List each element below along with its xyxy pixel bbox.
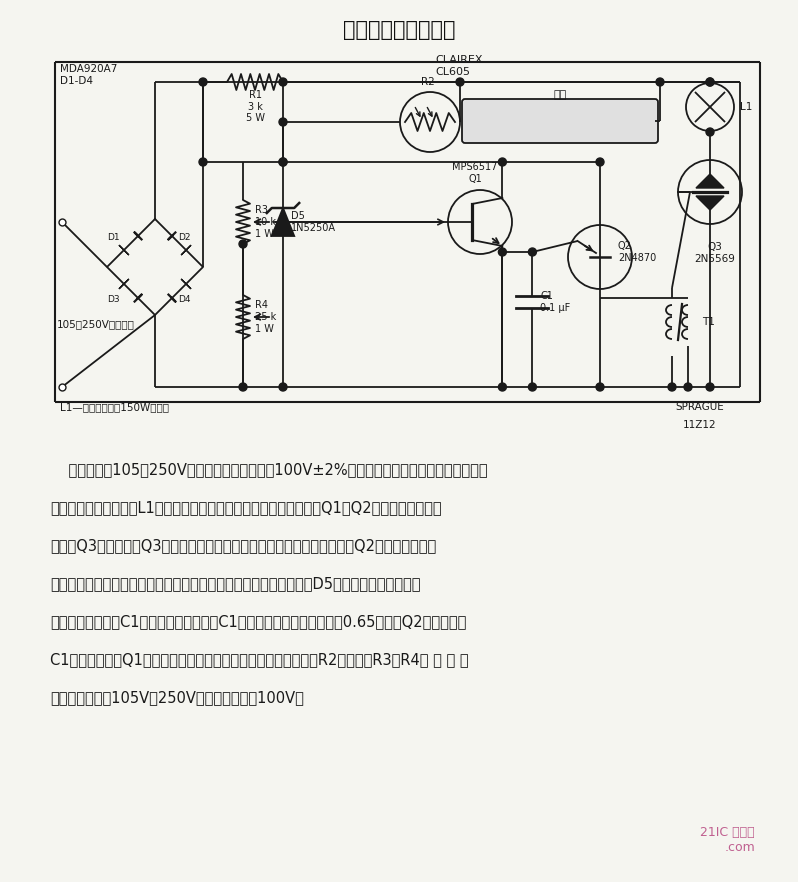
Circle shape (279, 118, 287, 126)
Text: 105～250V交流电源: 105～250V交流电源 (57, 319, 135, 330)
Circle shape (684, 383, 692, 391)
Polygon shape (119, 279, 129, 289)
Circle shape (239, 383, 247, 391)
Text: MDA920A7
D1-D4: MDA920A7 D1-D4 (60, 64, 117, 86)
Text: D1: D1 (107, 234, 120, 243)
Text: R3
10 k
1 W: R3 10 k 1 W (255, 206, 276, 239)
Circle shape (199, 78, 207, 86)
Polygon shape (696, 174, 724, 188)
Text: T1: T1 (702, 317, 715, 327)
Circle shape (596, 383, 604, 391)
Circle shape (596, 158, 604, 166)
Circle shape (528, 248, 536, 256)
Circle shape (668, 383, 676, 391)
Circle shape (456, 78, 464, 86)
Text: 的方法是，间接检测灯L1的光输出，并将该反馈信号加到触发电路（Q1和Q2）上，以控制双向: 的方法是，间接检测灯L1的光输出，并将该反馈信号加到触发电路（Q1和Q2）上，以… (50, 500, 441, 515)
Text: R1
3 k
5 W: R1 3 k 5 W (246, 90, 264, 123)
Text: 11Z12: 11Z12 (683, 420, 717, 430)
Circle shape (279, 78, 287, 86)
Text: 过全波桥式整流器与电网同步。加到触发电路上的电压由稳压二极管D5加以限定，供给电压的: 过全波桥式整流器与电网同步。加到触发电路上的电压由稳压二极管D5加以限定，供给电… (50, 576, 421, 591)
Polygon shape (696, 196, 724, 210)
Text: 灯电压，分别将105V和250V的线电压设定为100V。: 灯电压，分别将105V和250V的线电压设定为100V。 (50, 690, 304, 705)
Text: R2: R2 (421, 77, 435, 87)
Circle shape (706, 383, 714, 391)
Circle shape (499, 158, 507, 166)
Text: SPRAGUE: SPRAGUE (676, 402, 725, 412)
Circle shape (499, 248, 507, 256)
Text: 21IC 电子网
.com: 21IC 电子网 .com (701, 826, 755, 854)
Circle shape (656, 78, 664, 86)
Text: R4
25 k
1 W: R4 25 k 1 W (255, 301, 276, 333)
Polygon shape (181, 245, 191, 255)
Text: D2: D2 (178, 234, 190, 243)
Circle shape (528, 383, 536, 391)
Circle shape (706, 78, 714, 86)
Text: D5
1N5250A: D5 1N5250A (291, 211, 336, 233)
Circle shape (279, 158, 287, 166)
Circle shape (499, 383, 507, 391)
Text: C1的充电速率由Q1的导通状况设定，此导通情况受控于光电元件R2。电位器R3和R4用 于 调 节: C1的充电速率由Q1的导通状况设定，此导通情况受控于光电元件R2。电位器R3和R… (50, 652, 468, 667)
Polygon shape (181, 279, 191, 289)
Circle shape (239, 240, 247, 248)
Circle shape (706, 78, 714, 86)
FancyBboxPatch shape (462, 99, 658, 143)
Circle shape (706, 128, 714, 136)
Circle shape (279, 158, 287, 166)
Text: 可控硅Q3的导通角。Q3提供灯电压，它的导通角由触发电路的单结晶体管Q2设定，该电路通: 可控硅Q3的导通角。Q3提供灯电压，它的导通角由触发电路的单结晶体管Q2设定，该… (50, 538, 437, 553)
Circle shape (199, 158, 207, 166)
Polygon shape (119, 245, 129, 255)
Text: 投射灯用电压调节器: 投射灯用电压调节器 (343, 20, 455, 40)
Text: MPS6517
Q1: MPS6517 Q1 (452, 162, 498, 184)
Text: D3: D3 (107, 295, 120, 303)
Circle shape (279, 383, 287, 391)
Text: C1
0.1 μF: C1 0.1 μF (540, 291, 571, 313)
Text: Q2
2N4870: Q2 2N4870 (618, 241, 656, 263)
Text: D4: D4 (178, 295, 190, 303)
Text: L1: L1 (740, 102, 753, 112)
Text: CLAIREX
CL605: CLAIREX CL605 (435, 56, 483, 77)
Text: 相位控制由电容器C1的充电速率设定。当C1上的电压达到稳压管电压的0.65倍时，Q2即被触发。: 相位控制由电容器C1的充电速率设定。当C1上的电压达到稳压管电压的0.65倍时，… (50, 614, 466, 629)
Text: Q3
2N5569: Q3 2N5569 (694, 242, 736, 264)
Text: L1—带有反射镜的150W投射灯: L1—带有反射镜的150W投射灯 (60, 402, 169, 412)
Text: 该电路可将105～250V的交流输入电压调节到100V±2%（均方根值），供投射灯使用。采用: 该电路可将105～250V的交流输入电压调节到100V±2%（均方根值），供投射… (50, 462, 488, 477)
Text: 管路: 管路 (553, 90, 567, 100)
Polygon shape (272, 208, 294, 236)
